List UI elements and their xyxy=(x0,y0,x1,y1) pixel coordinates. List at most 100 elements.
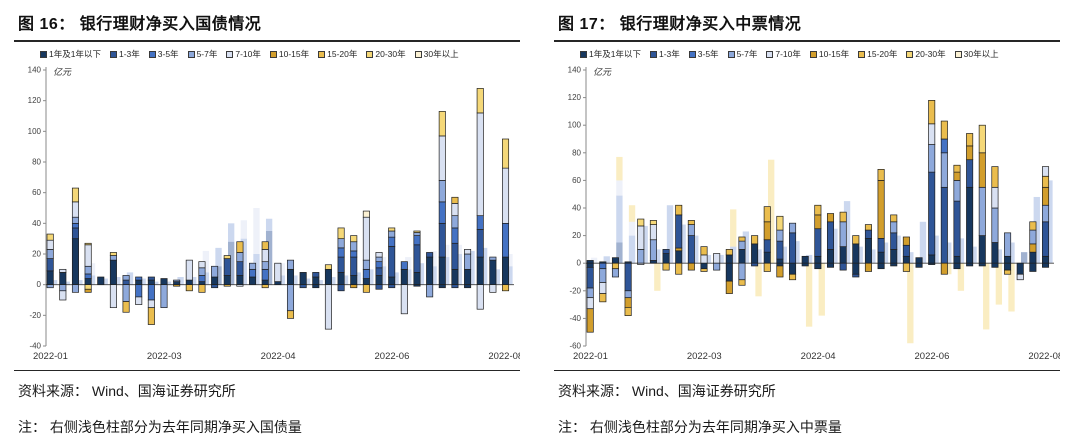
figure-17: 图 17： 银行理财净买入中票情况 1年及1年以下 1-3年 3-5年 5-7年 7-1… xyxy=(554,6,1060,441)
legend-item: 1年及1年以下 xyxy=(40,48,101,60)
legend-item: 1-3年 xyxy=(649,48,680,60)
legend-swatch-icon xyxy=(269,50,277,58)
legend-swatch-icon xyxy=(109,50,117,58)
svg-text:80: 80 xyxy=(572,148,581,157)
svg-text:-40: -40 xyxy=(29,342,41,351)
legend-swatch-icon xyxy=(580,50,587,58)
svg-text:2022-03: 2022-03 xyxy=(687,351,722,362)
svg-text:80: 80 xyxy=(32,158,41,167)
legend-label: 3-5年 xyxy=(697,49,719,59)
legend-swatch-icon xyxy=(688,50,696,58)
legend-item: 15-20年 xyxy=(858,48,897,60)
figure-16-source: 资料来源： Wind、国海证券研究所 xyxy=(14,370,520,401)
legend-swatch-icon xyxy=(366,50,374,58)
svg-text:20: 20 xyxy=(32,250,41,259)
legend-label: 10-15年 xyxy=(278,49,310,59)
legend-item: 10-15年 xyxy=(269,48,310,60)
legend-swatch-icon xyxy=(809,50,817,58)
legend-item: 5-7年 xyxy=(727,48,758,60)
svg-text:-60: -60 xyxy=(569,342,581,351)
svg-text:40: 40 xyxy=(572,204,581,213)
svg-text:2022-01: 2022-01 xyxy=(573,351,608,362)
legend-item: 1年及1年以下 xyxy=(580,48,641,60)
legend-item: 30年以上 xyxy=(414,48,459,60)
legend-item: 20-30年 xyxy=(366,48,406,60)
svg-text:100: 100 xyxy=(568,121,582,130)
legend-swatch-icon xyxy=(187,50,195,58)
legend-item: 30年以上 xyxy=(954,48,999,60)
legend-label: 7-10年 xyxy=(775,49,801,59)
svg-text:2022-01: 2022-01 xyxy=(33,351,68,362)
legend-label: 10-15年 xyxy=(818,49,850,59)
figure-17-title-rule xyxy=(554,40,1060,42)
legend-label: 30年以上 xyxy=(423,49,459,59)
legend-swatch-icon xyxy=(414,50,422,58)
legend-swatch-icon xyxy=(727,50,735,58)
legend-item: 5-7年 xyxy=(187,48,218,60)
legend-label: 5-7年 xyxy=(196,49,218,59)
legend-label: 1-3年 xyxy=(118,49,140,59)
figure-17-note: 注： 右侧浅色柱部分为去年同期净买入中票量 xyxy=(558,419,842,435)
svg-text:2022-08: 2022-08 xyxy=(1028,351,1060,362)
svg-text:2022-04: 2022-04 xyxy=(801,351,836,362)
legend-swatch-icon xyxy=(318,50,326,58)
figure-16-legend: 1年及1年以下 1-3年 3-5年 5-7年 7-10年 10-15年 15-20年 20-3… xyxy=(40,48,520,60)
legend-item: 7-10年 xyxy=(766,48,801,60)
figure-16-note: 注： 右侧浅色柱部分为去年同期净买入国债量 xyxy=(18,419,302,435)
svg-text:2022-04: 2022-04 xyxy=(261,351,296,362)
legend-swatch-icon xyxy=(148,50,156,58)
legend-swatch-icon xyxy=(906,50,914,58)
figure-16-title: 图 16： 银行理财净买入国债情况 xyxy=(18,16,262,33)
legend-label: 1年及1年以下 xyxy=(49,49,101,59)
legend-swatch-icon xyxy=(226,50,234,58)
svg-text:100: 100 xyxy=(28,127,42,136)
legend-label: 30年以上 xyxy=(963,49,999,59)
svg-text:2022-06: 2022-06 xyxy=(915,351,950,362)
legend-label: 15-20年 xyxy=(327,49,358,59)
legend-item: 3-5年 xyxy=(688,48,719,60)
legend-swatch-icon xyxy=(954,50,962,58)
svg-text:60: 60 xyxy=(32,188,41,197)
legend-label: 1-3年 xyxy=(658,49,680,59)
svg-text:60: 60 xyxy=(572,176,581,185)
legend-swatch-icon xyxy=(858,50,866,58)
figure-17-legend: 1年及1年以下 1-3年 3-5年 5-7年 7-10年 10-15年 15-20年 20-3… xyxy=(580,48,1060,60)
legend-label: 3-5年 xyxy=(157,49,179,59)
legend-item: 10-15年 xyxy=(809,48,850,60)
svg-text:2022-03: 2022-03 xyxy=(147,351,182,362)
svg-text:2022-08: 2022-08 xyxy=(488,351,520,362)
legend-swatch-icon xyxy=(649,50,657,58)
svg-text:140: 140 xyxy=(568,66,582,75)
legend-swatch-icon xyxy=(40,50,47,58)
svg-text:-20: -20 xyxy=(569,286,581,295)
svg-text:-40: -40 xyxy=(569,314,581,323)
legend-label: 1年及1年以下 xyxy=(589,49,641,59)
svg-text:0: 0 xyxy=(37,280,42,289)
figure-17-chart-canvas: -60 -40 -20 0 20 40 60 80 100 120 140 亿元 2022-01 2022… xyxy=(568,66,1060,363)
figure-16-title-rule xyxy=(14,40,520,42)
svg-text:0: 0 xyxy=(577,259,582,268)
figure-16-chart-canvas: -40 -20 0 20 40 60 80 100 120 140 亿元 2022-01 2022-03… xyxy=(28,66,520,363)
legend-label: 5-7年 xyxy=(736,49,758,59)
legend-item: 20-30年 xyxy=(906,48,946,60)
figure-16: 图 16： 银行理财净买入国债情况 1年及1年以下 1-3年 3-5年 5-7年 7-1… xyxy=(14,6,520,441)
legend-item: 3-5年 xyxy=(148,48,179,60)
legend-item: 1-3年 xyxy=(109,48,140,60)
figure-17-source: 资料来源： Wind、国海证券研究所 xyxy=(554,370,1060,401)
svg-text:140: 140 xyxy=(28,66,42,75)
legend-item: 15-20年 xyxy=(318,48,357,60)
legend-swatch-icon xyxy=(766,50,774,58)
legend-label: 7-10年 xyxy=(235,49,261,59)
svg-text:2022-06: 2022-06 xyxy=(375,351,410,362)
svg-text:120: 120 xyxy=(28,96,42,105)
legend-label: 20-30年 xyxy=(375,49,406,59)
svg-text:120: 120 xyxy=(568,93,582,102)
svg-text:亿元: 亿元 xyxy=(53,67,72,77)
svg-text:-20: -20 xyxy=(29,311,41,320)
figure-17-title: 图 17： 银行理财净买入中票情况 xyxy=(558,16,802,33)
legend-label: 15-20年 xyxy=(867,49,898,59)
svg-text:40: 40 xyxy=(32,219,41,228)
legend-item: 7-10年 xyxy=(226,48,261,60)
svg-text:亿元: 亿元 xyxy=(593,67,612,77)
